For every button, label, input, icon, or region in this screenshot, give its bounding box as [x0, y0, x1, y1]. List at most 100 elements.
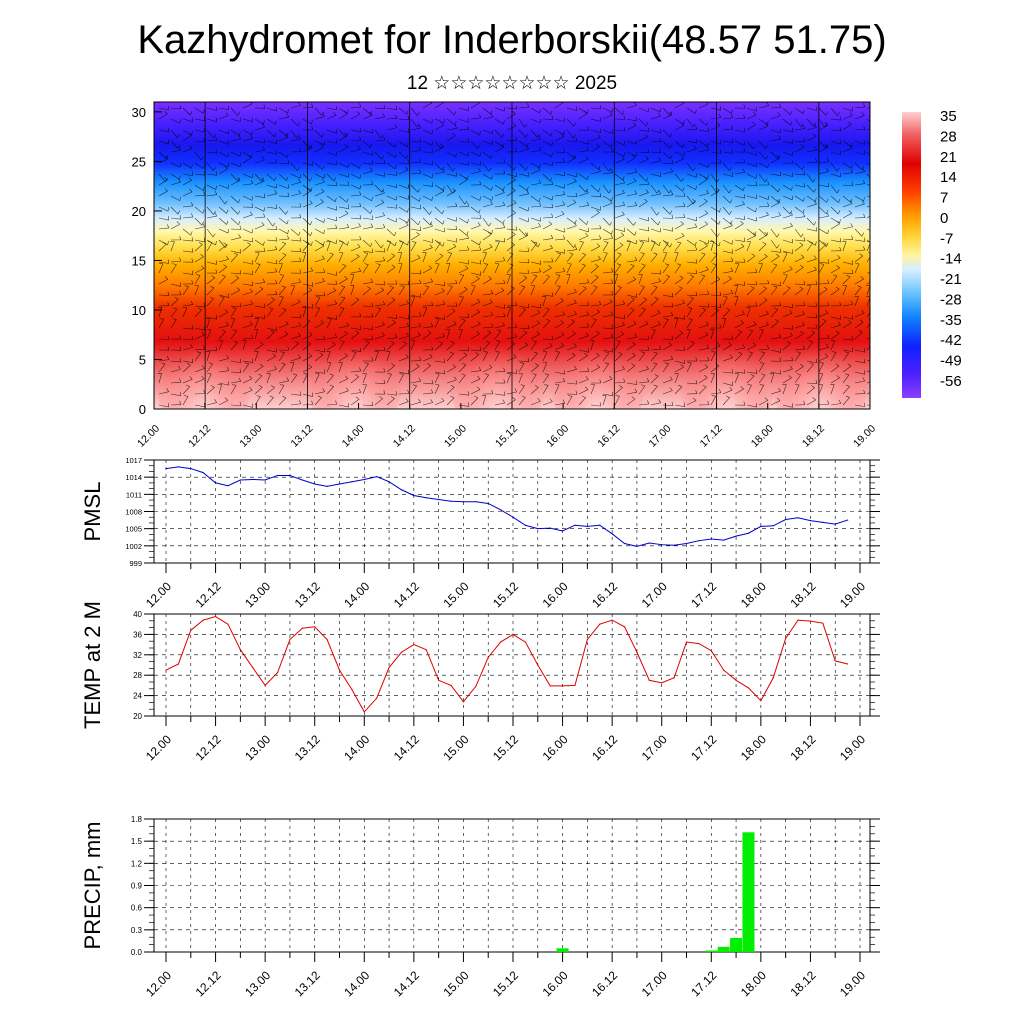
- wind-barb-flag: [671, 159, 674, 164]
- wind-barb-flag: [705, 331, 709, 335]
- data-point: [425, 497, 427, 499]
- wind-barb-flag: [622, 110, 625, 115]
- wind-barb: [686, 308, 693, 318]
- wind-barb: [266, 151, 277, 155]
- wind-barb: [830, 275, 838, 285]
- wind-barb-flag: [634, 256, 638, 261]
- wind-barb-flag: [282, 252, 287, 256]
- wind-barb-flag: [703, 176, 708, 180]
- wind-barb: [398, 129, 409, 133]
- wind-barb: [218, 358, 229, 362]
- wind-barb: [542, 309, 550, 318]
- data-point: [252, 666, 254, 669]
- wind-barb-flag: [203, 191, 206, 196]
- wind-barb: [326, 241, 331, 252]
- wind-barb-flag: [548, 265, 552, 269]
- wind-barb-flag: [682, 102, 685, 104]
- wind-barb-flag: [179, 290, 182, 295]
- wind-barb-flag: [647, 335, 650, 340]
- wind-barb: [866, 404, 870, 406]
- wind-barb: [194, 239, 205, 243]
- wind-barb: [746, 330, 753, 340]
- wind-barb: [326, 318, 332, 329]
- wind-barb-flag: [618, 385, 623, 388]
- wind-barb: [758, 125, 769, 131]
- wind-barb: [518, 193, 529, 197]
- wind-barb: [194, 305, 205, 308]
- wind-barb-flag: [695, 109, 697, 114]
- wind-barb-flag: [556, 252, 561, 255]
- wind-barb-flag: [682, 143, 685, 148]
- wind-barb-flag: [419, 204, 422, 210]
- wind-barb: [278, 296, 284, 307]
- wind-barb-flag: [454, 120, 457, 125]
- wind-barb: [578, 192, 589, 197]
- wind-barb: [710, 345, 721, 351]
- wind-barb-flag: [428, 265, 432, 269]
- wind-barb: [422, 206, 430, 215]
- wind-barb-flag: [786, 285, 791, 289]
- wind-barb: [518, 173, 529, 177]
- data-point: [537, 664, 539, 666]
- wind-barb: [542, 320, 551, 329]
- wind-barb: [782, 107, 791, 116]
- wind-barb-flag: [320, 243, 324, 247]
- wind-barb: [638, 274, 643, 285]
- wind-barb-flag: [676, 241, 681, 244]
- wind-barb: [638, 368, 649, 373]
- wind-barb: [470, 261, 481, 265]
- wind-barb: [446, 353, 454, 362]
- wind-barb-flag: [839, 219, 841, 224]
- data-point: [698, 642, 700, 645]
- wind-barb: [386, 127, 397, 131]
- wind-barb-flag: [716, 233, 720, 238]
- wind-barb: [314, 107, 322, 116]
- wind-barb-flag: [394, 241, 397, 246]
- wind-barb-flag: [406, 300, 409, 304]
- wind-barb-flag: [191, 270, 194, 275]
- wind-barb-flag: [286, 113, 290, 118]
- wind-barb: [770, 115, 781, 120]
- wind-barb-flag: [863, 213, 866, 218]
- wind-barb-flag: [551, 141, 553, 146]
- warm-spot: [306, 317, 403, 409]
- wind-barb: [218, 228, 229, 234]
- wind-barb: [662, 338, 673, 341]
- wind-barb: [530, 271, 541, 274]
- wind-barb: [626, 105, 637, 109]
- wind-barb-flag: [836, 375, 840, 379]
- wind-barb-flag: [664, 263, 669, 266]
- wind-barb-flag: [419, 356, 422, 361]
- wind-barb-flag: [442, 220, 445, 225]
- wind-barb: [326, 303, 337, 307]
- data-point: [710, 538, 712, 540]
- wind-barb: [782, 343, 791, 351]
- wind-barb: [350, 184, 361, 190]
- wind-barb-flag: [256, 395, 261, 397]
- wind-barb: [746, 375, 755, 384]
- wind-barb: [218, 184, 229, 189]
- wind-barb-flag: [232, 384, 237, 386]
- wind-barb: [614, 192, 625, 197]
- wind-barb-flag: [711, 351, 716, 353]
- wind-barb: [698, 293, 709, 296]
- wind-barb: [770, 239, 778, 249]
- wind-barb: [242, 129, 252, 136]
- wind-barb: [686, 217, 697, 222]
- wind-barb: [566, 313, 577, 318]
- wind-barb: [674, 332, 684, 340]
- wind-barb: [278, 129, 287, 137]
- wind-barb-flag: [347, 163, 349, 168]
- wind-barb: [482, 151, 491, 159]
- wind-barb: [182, 304, 193, 307]
- wind-barb: [350, 162, 360, 169]
- wind-barb-flag: [827, 182, 830, 187]
- wind-barb-flag: [683, 202, 686, 207]
- wind-barb-flag: [310, 267, 314, 272]
- wind-barb: [710, 279, 720, 285]
- wind-barb: [410, 242, 417, 252]
- wind-barb: [638, 323, 649, 329]
- wind-barb: [578, 355, 588, 362]
- wind-barb: [626, 309, 635, 318]
- wind-barb-flag: [634, 190, 638, 194]
